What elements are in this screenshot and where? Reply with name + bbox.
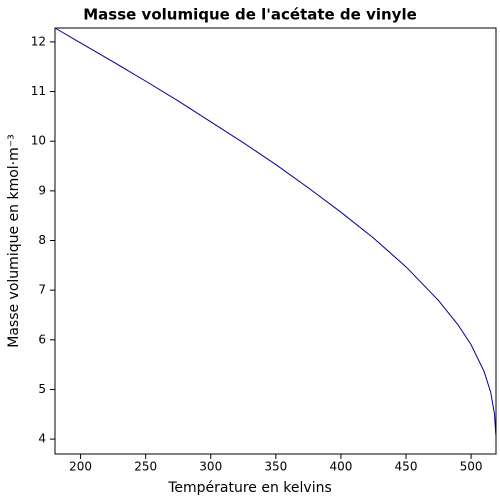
y-axis-label: Masse volumique en kmol·m⁻³ [6, 134, 22, 348]
x-tick-label: 400 [329, 460, 352, 474]
x-axis-label: Température en kelvins [167, 480, 332, 496]
y-tick-label: 10 [31, 134, 46, 148]
x-tick-label: 500 [460, 460, 483, 474]
y-tick-label: 7 [38, 283, 46, 297]
data-line [54, 27, 497, 436]
x-tick-label: 300 [199, 460, 222, 474]
chart-title: Masse volumique de l'acétate de vinyle [83, 6, 417, 24]
y-tick-label: 4 [38, 432, 46, 446]
x-tick-label: 450 [395, 460, 418, 474]
y-tick-label: 11 [31, 84, 46, 98]
y-tick-label: 6 [38, 332, 46, 346]
y-tick-label: 12 [31, 34, 46, 48]
y-tick-label: 9 [38, 183, 46, 197]
x-tick-label: 250 [134, 460, 157, 474]
y-tick-label: 8 [38, 233, 46, 247]
x-tick-label: 200 [69, 460, 92, 474]
y-tick-label: 5 [38, 382, 46, 396]
x-tick-label: 350 [264, 460, 287, 474]
